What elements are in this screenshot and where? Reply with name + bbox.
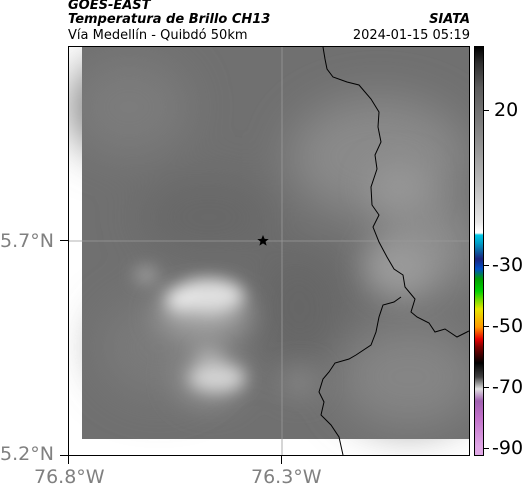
cold-cloud-tops [134,266,245,392]
lon-tick-76-3 [281,456,282,464]
lat-tick-5-2 [60,455,68,456]
region-label: Vía Medellín - Quibdó 50km [68,28,248,43]
lat-label-5-7: 5.7°N [0,230,54,252]
colorbar-label-20: 20 [494,99,519,121]
department-border [322,47,469,338]
colorbar-tick-minus70 [484,387,489,388]
satellite-title: GOES-EAST [68,0,151,13]
lon-tick-76-8 [68,456,69,464]
colorbar-label-minus70: -70 [492,376,524,398]
lat-label-5-2: 5.2°N [0,443,54,465]
colorbar-label-minus30: -30 [492,254,524,276]
timestamp-label: 2024-01-15 05:19 [352,28,470,43]
colorbar-tick-20 [484,110,489,111]
lon-label-76-3: 76.3°W [251,466,322,488]
colorbar-tick-minus30 [484,265,489,266]
department-border-south [318,296,402,455]
colorbar-tick-minus90 [484,448,489,449]
colorbar-label-minus90: -90 [492,437,524,459]
satellite-image [69,47,469,455]
colorbar-label-minus50: -50 [492,315,524,337]
colorbar-tick-minus50 [484,326,489,327]
colorbar [474,46,484,456]
lat-tick-5-7 [60,240,68,241]
product-title: Temperatura de Brillo CH13 [68,12,271,27]
lon-label-76-8: 76.8°W [34,466,105,488]
map-panel [68,46,470,456]
brand-label: SIATA [429,12,470,27]
location-star-icon [257,235,269,246]
